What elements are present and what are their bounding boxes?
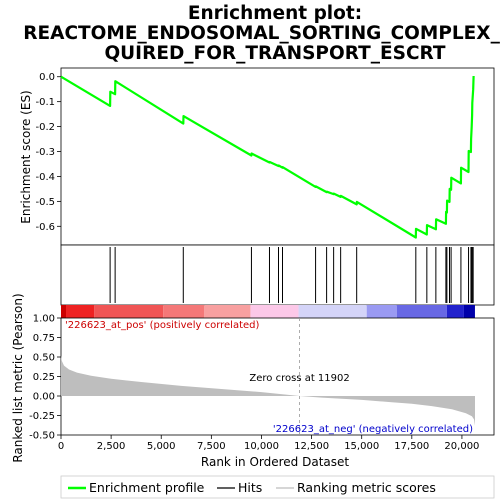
enrichment-profile-line — [60, 75, 475, 239]
legend: Enrichment profile Hits Ranking metric s… — [60, 475, 495, 499]
es-y-tick-label: -0.3 — [35, 147, 55, 158]
es-y-tick-label: -0.4 — [35, 172, 55, 183]
metric-plot-frame — [60, 317, 495, 436]
metric-y-tick-label: 0.00 — [33, 392, 55, 403]
x-tick-label: 20,000 — [444, 441, 479, 452]
legend-frame — [60, 475, 495, 499]
es-y-tick-label: -0.1 — [35, 97, 55, 108]
color-bar-segment — [250, 305, 299, 318]
es-y-tick-label: -0.2 — [35, 122, 55, 133]
x-axis: 0 2,500 5,000 7,500 10,000 12,500 15,000 17,500… — [58, 435, 479, 452]
legend-label-profile: Enrichment profile — [89, 480, 205, 495]
x-tick-label: 17,500 — [394, 441, 429, 452]
metric-y-tick-label: 0.50 — [33, 353, 55, 364]
zero-cross-annotation: Zero cross at 11902 — [249, 373, 349, 384]
title-line-3: QUIRED_FOR_TRANSPORT_ESCRT — [104, 43, 445, 64]
ranked-metric-panel: 1.00 0.75 0.50 0.25 0.00 -0.25 -0.50 Zero cros… — [11, 293, 495, 463]
color-bar-segment — [298, 305, 367, 318]
color-bar-segment — [66, 305, 95, 318]
x-tick-label: 15,000 — [344, 441, 379, 452]
es-plot-frame — [60, 67, 495, 246]
positive-correlation-label: '226623_at_pos' (positively correlated) — [65, 320, 259, 331]
chart-title: Enrichment plot: REACTOME_ENDOSOMAL_SORT… — [23, 3, 500, 64]
color-bar-segment — [94, 305, 164, 318]
color-bar-segment — [366, 305, 397, 318]
x-tick-label: 2,500 — [97, 441, 126, 452]
ranking-metric-area — [61, 355, 475, 426]
metric-y-axis-label: Ranked list metric (Pearson) — [11, 293, 25, 462]
hit-markers — [109, 247, 474, 303]
color-bar-segment — [463, 305, 475, 318]
metric-y-tick-label: -0.25 — [29, 411, 55, 422]
x-tick-label: 0 — [58, 441, 64, 452]
metric-y-tick-label: -0.50 — [29, 431, 55, 442]
es-y-tick-label: -0.6 — [35, 222, 55, 233]
color-bar-segment — [396, 305, 447, 318]
es-y-tick-label: -0.5 — [35, 197, 55, 208]
legend-label-metric: Ranking metric scores — [297, 480, 436, 495]
x-tick-label: 7,500 — [197, 441, 226, 452]
hits-panel — [60, 244, 495, 306]
legend-label-hits: Hits — [238, 480, 262, 495]
es-profile-polyline — [60, 75, 475, 239]
metric-y-tick-label: 1.00 — [33, 314, 55, 325]
title-line-2: REACTOME_ENDOSOMAL_SORTING_COMPLEX_RE — [23, 23, 500, 44]
x-tick-label: 5,000 — [147, 441, 176, 452]
x-tick-label: 12,500 — [294, 441, 329, 452]
x-axis-label: Rank in Ordered Dataset — [201, 455, 349, 469]
enrichment-score-panel: 0.0 -0.1 -0.2 -0.3 -0.4 -0.5 -0.6 Enrichment s… — [19, 67, 495, 246]
negative-correlation-label: '226623_at_neg' (negatively correlated) — [273, 424, 473, 435]
color-bar-segment — [61, 305, 67, 318]
color-bar-segment — [446, 305, 464, 318]
metric-y-tick-label: 0.75 — [33, 333, 55, 344]
color-bar-segment — [163, 305, 205, 318]
es-y-axis-label: Enrichment score (ES) — [19, 90, 33, 223]
metric-y-tick-label: 0.25 — [33, 372, 55, 383]
title-line-1: Enrichment plot: — [188, 3, 362, 24]
metric-y-ticks: 1.00 0.75 0.50 0.25 0.00 -0.25 -0.50 — [29, 314, 61, 442]
metric-area-path — [61, 355, 475, 426]
x-tick-label: 10,000 — [244, 441, 279, 452]
es-y-tick-label: 0.0 — [39, 72, 55, 83]
hits-frame — [60, 244, 495, 306]
color-bar-segment — [204, 305, 251, 318]
es-y-ticks: 0.0 -0.1 -0.2 -0.3 -0.4 -0.5 -0.6 — [35, 72, 61, 233]
ranking-color-bar — [61, 305, 475, 318]
